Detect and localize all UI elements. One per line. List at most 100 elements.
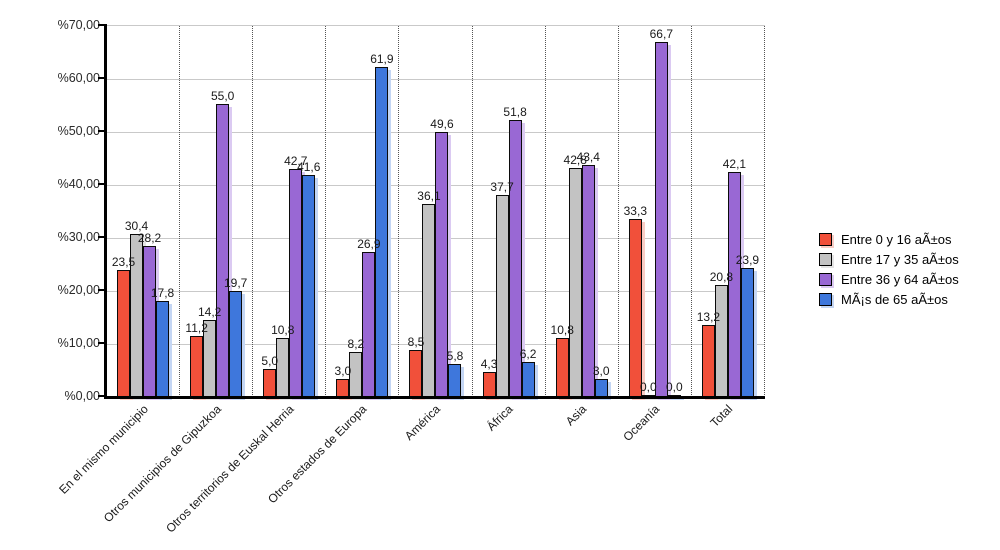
legend-item: MÃ¡s de 65 aÃ±os [819, 289, 959, 309]
legend-swatch [819, 232, 832, 246]
y-tick-label: %40,00 [57, 177, 100, 191]
bar-group: 33,3 0,0 66,7 0,0 [619, 26, 692, 397]
bar-value-label: 20,8 [709, 269, 734, 284]
bar-value-label: 37,7 [490, 180, 514, 195]
bar-value-label: 8,2 [347, 336, 365, 351]
bar: 36,1 [417, 189, 441, 397]
bar: 23,5 [112, 255, 135, 397]
bar: 14,2 [198, 305, 221, 397]
legend-item: Entre 0 y 16 aÃ±os [819, 229, 959, 249]
bar-value-label: 0,0 [639, 380, 657, 394]
bar-value-label: 36,1 [417, 188, 441, 203]
bar: 4,3 [481, 357, 497, 397]
bar-value-label: 23,9 [735, 253, 760, 268]
bar-value-label: 51,8 [503, 105, 527, 120]
bar-value-label: 41,6 [297, 159, 321, 174]
bar-value-label: 4,3 [480, 357, 498, 372]
bar-value-label: 23,5 [111, 255, 136, 270]
bar: 3,0 [335, 364, 351, 397]
bar-value-label: 5,8 [446, 349, 464, 364]
bar-value-label: 26,9 [357, 237, 381, 252]
bar: 10,8 [551, 323, 574, 397]
legend-item-label: Entre 17 y 35 aÃ±os [841, 251, 959, 267]
bar: 55,0 [211, 89, 234, 397]
bar-group: 11,2 14,2 55,0 19,7 [180, 26, 254, 397]
bar-value-label: 49,6 [430, 117, 454, 132]
bar-value-label: 10,8 [550, 322, 574, 337]
y-tick-label: %60,00 [57, 71, 100, 85]
x-axis-label: Oceanía [620, 402, 663, 444]
y-tick-mark [98, 342, 107, 344]
bar-group: 3,0 8,2 26,9 61,9 [326, 26, 400, 397]
bar-value-label: 66,7 [649, 26, 673, 41]
bar-value-label: 61,9 [370, 51, 394, 66]
bar: 43,4 [577, 150, 600, 397]
bar-value-label: 6,2 [519, 347, 537, 362]
bar-value-label: 5,0 [261, 353, 279, 368]
bar: 33,3 [624, 204, 647, 397]
bar: 42,8 [564, 153, 587, 397]
bar: 20,8 [710, 270, 733, 397]
bar-value-label: 42,8 [563, 153, 587, 168]
bar-value-label: 0,0 [665, 380, 683, 394]
y-tick-label: %50,00 [57, 124, 100, 138]
bar-value-label: 10,8 [271, 322, 295, 337]
legend-item: Entre 17 y 35 aÃ±os [819, 249, 959, 269]
bar: 6,2 [520, 347, 536, 397]
bar: 3,0 [593, 364, 610, 397]
y-tick-mark [98, 289, 107, 291]
y-tick-label: %30,00 [57, 230, 100, 244]
bar-group: 4,3 37,7 51,8 6,2 [473, 26, 546, 397]
bar-value-label: 42,1 [722, 156, 747, 171]
bar-group: 23,5 30,4 28,2 17,8 [107, 26, 181, 397]
x-axis-line [104, 396, 765, 399]
y-tick-mark [98, 77, 107, 79]
x-axis-label: América [401, 402, 443, 444]
bar: 5,8 [447, 349, 463, 397]
x-axis-label: África [484, 402, 517, 434]
bar-value-label: 13,2 [696, 310, 721, 325]
x-axis-label: Otros municipios de Gipuzkoa [100, 402, 224, 526]
bar-value-label: 17,8 [150, 285, 175, 300]
bar: 42,1 [723, 157, 746, 397]
bar: 37,7 [490, 180, 514, 397]
bar: 41,6 [297, 160, 320, 397]
bar: 28,2 [138, 231, 161, 397]
bar-value-label: 19,7 [223, 275, 248, 290]
legend-swatch [819, 252, 832, 266]
bar: 19,7 [224, 276, 247, 397]
bar: 5,0 [261, 354, 278, 397]
y-tick-mark [98, 395, 107, 397]
bar: 13,2 [697, 310, 720, 397]
y-tick-label: %10,00 [57, 336, 100, 350]
bar: 10,8 [271, 323, 294, 397]
y-tick-label: %70,00 [57, 18, 100, 32]
bar-value-label: 14,2 [197, 304, 222, 319]
bar-groups-layer: 23,5 30,4 28,2 17,8 11,2 14,2 55,0 19,7 5,0 10,8 4… [107, 26, 765, 397]
legend-item: Entre 36 y 64 aÃ±os [819, 269, 959, 289]
y-tick-label: %0,00 [64, 389, 100, 403]
bar: 11,2 [185, 321, 208, 397]
bar-value-label: 30,4 [124, 218, 149, 233]
legend-swatch [819, 292, 832, 306]
bar-group: 13,2 20,8 42,1 23,9 [692, 26, 765, 397]
bar-value-label: 42,7 [284, 153, 308, 168]
bar-value-label: 8,5 [407, 334, 425, 349]
bar-value-label: 11,2 [185, 320, 208, 335]
y-tick-mark [98, 24, 107, 26]
bar-group: 8,5 36,1 49,6 5,8 [399, 26, 473, 397]
bar-value-label: 33,3 [623, 203, 647, 218]
y-tick-label: %20,00 [57, 283, 100, 297]
bar-value-label: 28,2 [137, 230, 162, 245]
bar-value-label: 3,0 [592, 364, 610, 379]
y-tick-mark [98, 130, 107, 132]
bar-value-label: 43,4 [576, 149, 600, 164]
bar-value-label: 55,0 [210, 88, 235, 103]
legend: Entre 0 y 16 aÃ±os Entre 17 y 35 aÃ±os Ent… [819, 229, 959, 309]
legend-item-label: Entre 36 y 64 aÃ±os [841, 271, 959, 287]
bar-group: 10,8 42,8 43,4 3,0 [546, 26, 619, 397]
x-axis-label: Asia [562, 402, 590, 429]
bar: 42,7 [284, 154, 307, 397]
bar: 61,9 [370, 52, 394, 397]
